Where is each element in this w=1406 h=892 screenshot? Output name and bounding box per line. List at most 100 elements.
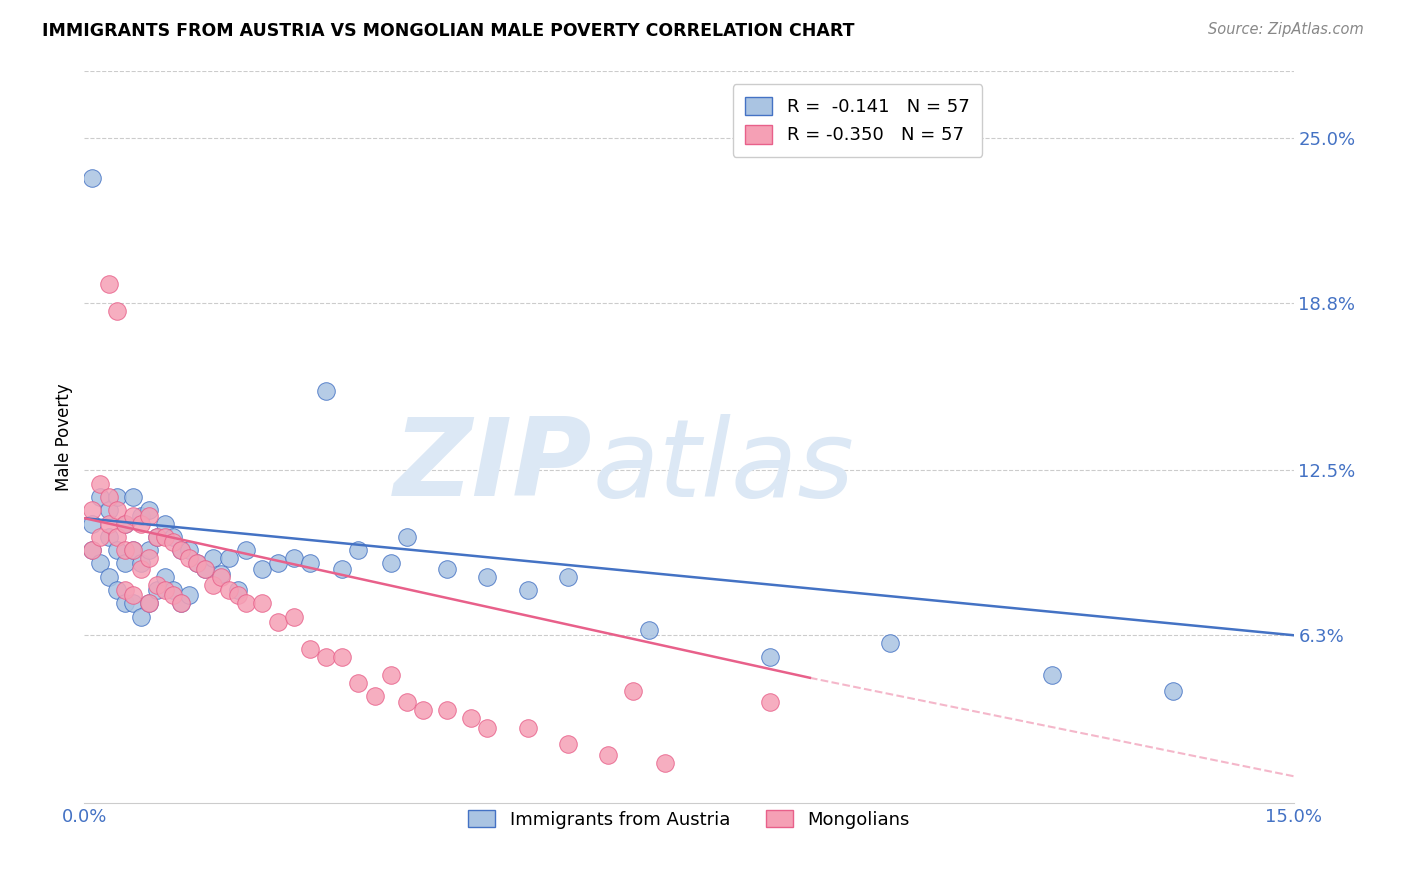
Point xyxy=(170,596,193,610)
Point xyxy=(516,722,538,736)
Point xyxy=(105,303,128,318)
Point xyxy=(758,649,780,664)
Point xyxy=(436,703,458,717)
Point xyxy=(82,503,104,517)
Point xyxy=(395,695,418,709)
Point xyxy=(598,747,620,762)
Point xyxy=(460,711,482,725)
Text: Source: ZipAtlas.com: Source: ZipAtlas.com xyxy=(1208,22,1364,37)
Point xyxy=(129,516,152,531)
Point xyxy=(380,557,402,571)
Point xyxy=(315,384,337,398)
Point xyxy=(82,516,104,531)
Point xyxy=(121,596,143,610)
Point xyxy=(97,530,120,544)
Point xyxy=(363,690,385,704)
Point xyxy=(209,567,232,582)
Point xyxy=(153,530,176,544)
Point xyxy=(170,543,193,558)
Point xyxy=(1040,668,1063,682)
Point xyxy=(129,609,152,624)
Point xyxy=(516,582,538,597)
Text: atlas: atlas xyxy=(592,414,853,519)
Point xyxy=(637,623,659,637)
Point xyxy=(153,516,176,531)
Point xyxy=(283,551,305,566)
Point xyxy=(114,582,136,597)
Point xyxy=(153,582,176,597)
Point xyxy=(315,649,337,664)
Point xyxy=(179,543,201,558)
Text: IMMIGRANTS FROM AUSTRIA VS MONGOLIAN MALE POVERTY CORRELATION CHART: IMMIGRANTS FROM AUSTRIA VS MONGOLIAN MAL… xyxy=(42,22,855,40)
Point xyxy=(412,703,434,717)
Point xyxy=(209,570,232,584)
Point xyxy=(114,543,136,558)
Point xyxy=(121,543,143,558)
Point xyxy=(138,596,160,610)
Point xyxy=(89,476,111,491)
Point xyxy=(121,508,143,523)
Point xyxy=(194,562,217,576)
Point xyxy=(114,516,136,531)
Point xyxy=(162,535,184,549)
Point xyxy=(654,756,676,770)
Point xyxy=(170,596,193,610)
Point xyxy=(218,551,240,566)
Point xyxy=(114,596,136,610)
Point xyxy=(121,543,143,558)
Point xyxy=(97,570,120,584)
Point xyxy=(380,668,402,682)
Point xyxy=(89,557,111,571)
Point xyxy=(170,543,193,558)
Point xyxy=(557,737,579,751)
Point xyxy=(162,582,184,597)
Point xyxy=(557,570,579,584)
Point xyxy=(121,490,143,504)
Point xyxy=(129,562,152,576)
Point xyxy=(179,551,201,566)
Point xyxy=(105,503,128,517)
Point xyxy=(347,543,370,558)
Point xyxy=(82,170,104,185)
Point xyxy=(186,557,208,571)
Point xyxy=(218,582,240,597)
Point xyxy=(250,596,273,610)
Point xyxy=(267,557,290,571)
Legend: Immigrants from Austria, Mongolians: Immigrants from Austria, Mongolians xyxy=(458,801,920,838)
Point xyxy=(436,562,458,576)
Point xyxy=(146,577,169,591)
Point xyxy=(114,557,136,571)
Y-axis label: Male Poverty: Male Poverty xyxy=(55,384,73,491)
Point xyxy=(105,582,128,597)
Point xyxy=(82,543,104,558)
Point xyxy=(879,636,901,650)
Point xyxy=(97,490,120,504)
Point xyxy=(146,582,169,597)
Point xyxy=(153,570,176,584)
Point xyxy=(82,543,104,558)
Point xyxy=(97,503,120,517)
Point xyxy=(477,570,499,584)
Point xyxy=(202,577,225,591)
Point xyxy=(162,530,184,544)
Text: ZIP: ZIP xyxy=(394,413,592,519)
Point xyxy=(138,596,160,610)
Point xyxy=(330,562,353,576)
Point xyxy=(138,508,160,523)
Point xyxy=(138,503,160,517)
Point xyxy=(105,490,128,504)
Point xyxy=(267,615,290,629)
Point xyxy=(97,516,120,531)
Point xyxy=(621,684,644,698)
Point xyxy=(235,543,257,558)
Point xyxy=(477,722,499,736)
Point xyxy=(121,588,143,602)
Point xyxy=(186,557,208,571)
Point xyxy=(1161,684,1184,698)
Point xyxy=(330,649,353,664)
Point xyxy=(146,530,169,544)
Point xyxy=(299,557,322,571)
Point xyxy=(89,490,111,504)
Point xyxy=(138,543,160,558)
Point xyxy=(226,588,249,602)
